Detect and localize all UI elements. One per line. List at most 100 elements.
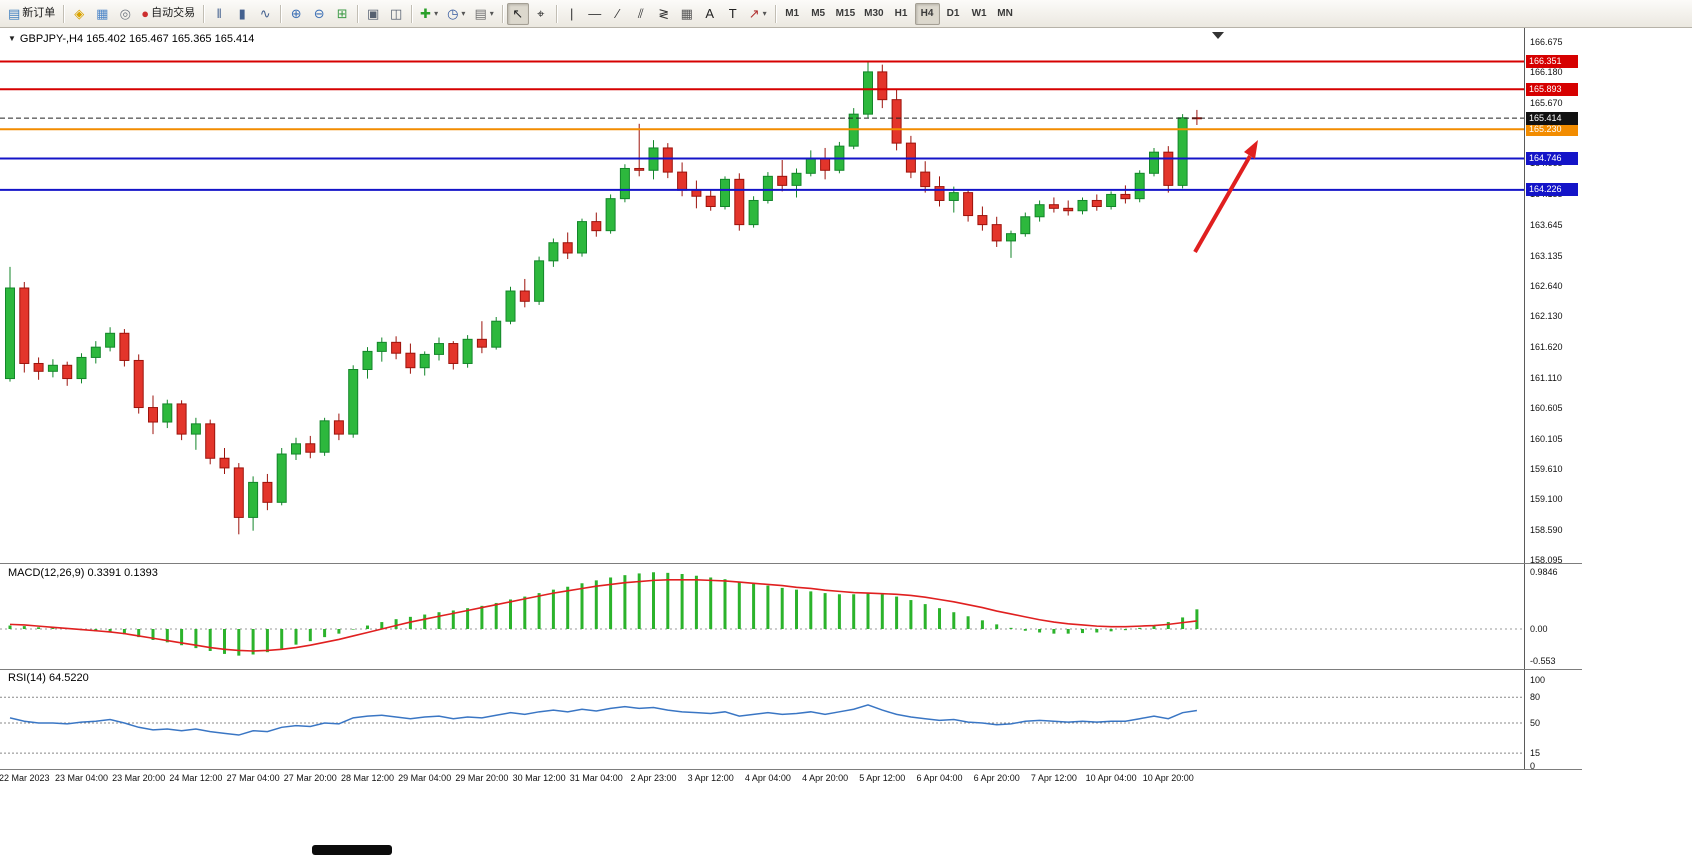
zoom-out-button[interactable]: ⊖ [308,3,330,25]
price-badge: 164.226 [1526,183,1578,197]
dropdown-arrow-icon[interactable]: ▾ [461,8,466,18]
one-click-collapse-icon[interactable]: ▼ [8,34,16,43]
time-label: 29 Mar 04:00 [398,773,452,783]
market-watch-icon: ◈ [74,6,85,21]
cascade-windows-button[interactable]: ◫ [385,3,407,25]
trendline-icon: ∕ [616,6,619,21]
channel-icon: ⫽ [637,6,644,21]
cursor-button[interactable]: ↖ [506,2,529,25]
arrows-button[interactable]: ↗ ▾ [745,3,771,25]
panel-separator[interactable] [0,669,1582,670]
trend-arrow-line[interactable] [1193,155,1252,253]
dropdown-arrow-icon[interactable]: ▾ [762,8,767,18]
new-order-icon: ▤ [8,6,21,21]
data-window-button[interactable]: ▦ [91,3,113,25]
axis-label: -0.553 [1530,656,1556,667]
toolbar-separator [501,4,503,23]
data-window-icon: ▦ [96,6,109,21]
cascade-windows-icon: ◫ [390,6,403,21]
navigator-button[interactable]: ◎ [114,3,136,25]
toolbar-separator [555,4,557,23]
toolbar-separator [357,4,359,23]
chart-title-text: GBPJPY-,H4 165.402 165.467 165.365 165.4… [19,33,255,45]
timeframe-h1-button[interactable]: H1 [894,7,908,19]
time-label: 5 Apr 12:00 [859,773,906,783]
auto-trading-button[interactable]: ● 自动交易 [137,3,199,25]
chart-shift-marker-icon[interactable] [1212,32,1224,39]
dropdown-arrow-icon[interactable]: ▾ [434,8,439,18]
time-label: 4 Apr 20:00 [802,773,849,783]
time-label: 23 Mar 04:00 [54,773,109,783]
new-order-button[interactable]: ▤ 新订单 [4,3,59,25]
shapes-button[interactable]: ▦ [676,3,698,25]
tile-windows-icon: ⊞ [336,6,348,21]
time-label: 6 Apr 04:00 [916,773,963,783]
axis-label: 161.110 [1530,372,1562,383]
trend-arrow-head[interactable] [1244,140,1258,159]
price-axis[interactable]: 166.675166.180165.670164.665164.155163.6… [1524,28,1582,771]
auto-arrange-button[interactable]: ▣ [362,3,384,25]
candlestick-chart-button[interactable]: ▮ [231,3,253,25]
axis-label: 160.105 [1530,433,1563,444]
horizontal-line-button[interactable]: — [584,3,606,25]
bar-chart-button[interactable]: ‖ [208,3,230,25]
axis-label: 15 [1530,748,1541,759]
trendline-button[interactable]: ∕ [607,3,629,25]
rsi-panel[interactable] [0,670,1524,769]
price-badge: 165.414 [1526,111,1578,125]
timeframe-mn-button[interactable]: MN [997,7,1013,19]
main-chart[interactable] [0,28,1524,563]
time-label: 6 Apr 20:00 [973,773,1020,783]
toolbar-separator [63,4,65,23]
axis-label: 0.00 [1530,624,1548,634]
macd-panel[interactable] [0,564,1524,669]
timeframe-m1-button[interactable]: M1 [785,7,800,19]
axis-label: 158.590 [1530,525,1563,536]
tile-windows-button[interactable]: ⊞ [331,3,353,25]
toolbar-separator [203,4,205,23]
horizontal-line-icon: — [588,6,602,21]
macd-signal-line [9,578,1197,652]
axis-label: 0.9846 [1530,567,1558,577]
vertical-line-button[interactable]: | [561,3,583,25]
timeframe-d1-button[interactable]: D1 [946,7,960,19]
timeframe-m5-button[interactable]: M5 [811,7,826,19]
bar-chart-icon: ‖ [216,6,222,21]
timeframe-w1-button[interactable]: W1 [971,7,987,19]
timeframe-m30-button[interactable]: M30 [864,7,884,19]
line-chart-button[interactable]: ∿ [254,3,276,25]
text-label-button[interactable]: T [722,3,744,25]
indicators-button[interactable]: ✚ ▾ [416,3,442,25]
auto-trading-icon: ● [141,6,150,21]
price-badge: 166.351 [1526,55,1578,69]
axis-label: 162.130 [1530,311,1563,322]
axis-label: 100 [1530,675,1546,685]
templates-icon: ▤ [474,6,487,21]
periods-button[interactable]: ◷ ▾ [443,3,469,25]
timeframe-h4-button[interactable]: H4 [914,2,940,25]
panel-separator [0,769,1582,770]
market-watch-button[interactable]: ◈ [68,3,90,25]
panel-separator[interactable] [0,563,1582,564]
text-button[interactable]: A [699,3,721,25]
timeframe-m15-button[interactable]: M15 [835,7,856,19]
navigator-icon: ◎ [119,6,131,21]
indicators-icon: ✚ [420,6,432,21]
templates-button[interactable]: ▤ ▾ [470,3,497,25]
fibonacci-button[interactable]: ≷ [653,3,675,25]
periods-icon: ◷ [447,6,459,21]
time-label: 4 Apr 04:00 [744,773,791,783]
dropdown-arrow-icon[interactable]: ▾ [489,8,494,18]
time-label: 28 Mar 12:00 [340,773,395,783]
zoom-in-button[interactable]: ⊕ [285,3,307,25]
new-order-button-label: 新订单 [22,7,56,19]
line-chart-icon: ∿ [259,6,271,21]
axis-label: 161.620 [1530,342,1563,353]
crosshair-button[interactable]: ⌖ [530,3,552,25]
channel-button[interactable]: ⫽ [630,3,652,25]
time-label: 31 Mar 04:00 [569,773,623,783]
rsi-label: RSI(14) 64.5220 [8,672,89,684]
time-axis[interactable]: 22 Mar 2023 23 Mar 04:00 23 Mar 20:00 24 Ma… [0,769,1582,791]
price-badge: 164.746 [1526,151,1578,165]
